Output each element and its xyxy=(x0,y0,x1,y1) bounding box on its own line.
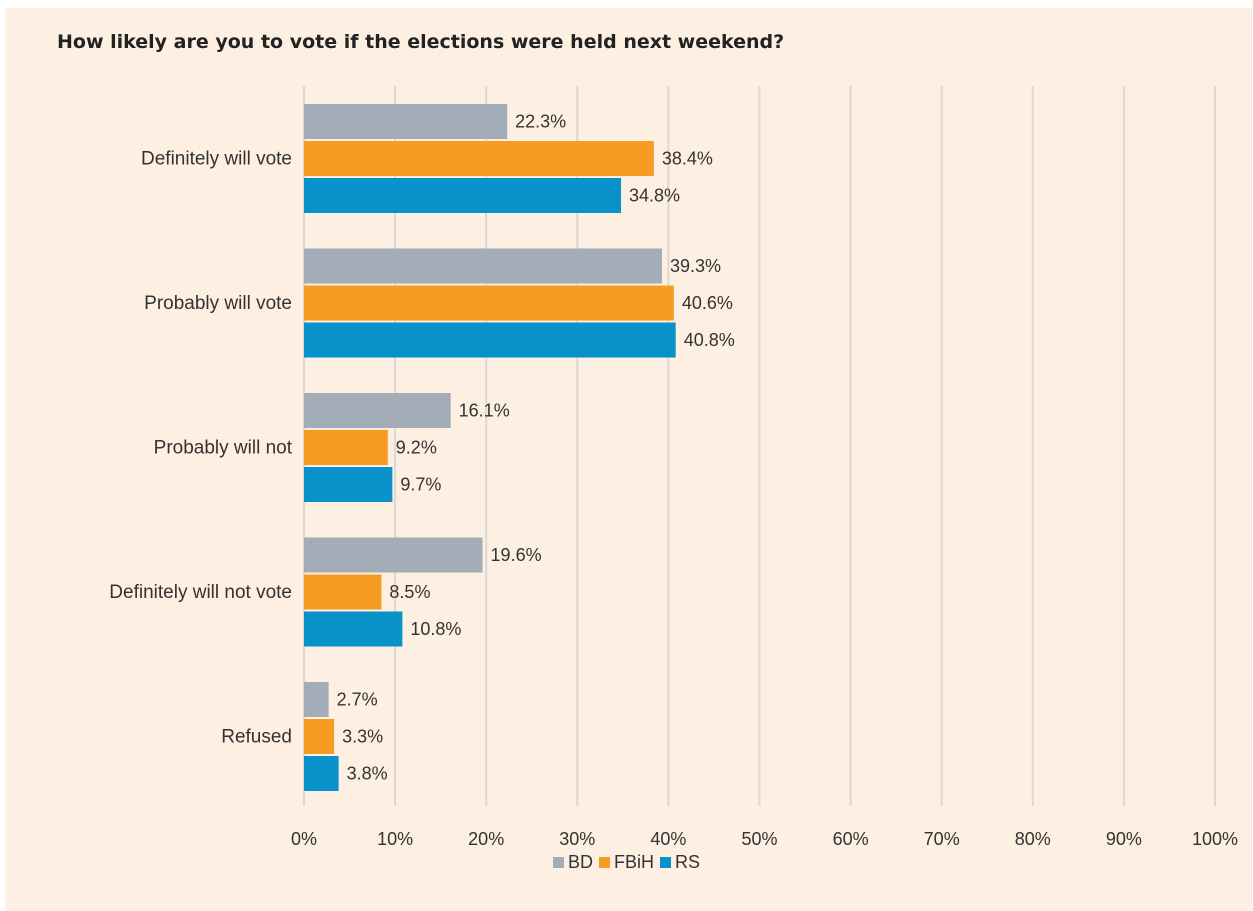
bar-bd xyxy=(304,537,483,573)
x-tick-label: 0% xyxy=(291,829,317,849)
data-label: 39.3% xyxy=(670,256,721,276)
legend: BD FBiH RS xyxy=(0,852,1253,873)
data-label: 40.8% xyxy=(684,330,735,350)
bar-bd xyxy=(304,248,663,284)
data-label: 40.6% xyxy=(682,293,733,313)
category-label: Definitely will vote xyxy=(141,149,292,170)
x-tick-label: 90% xyxy=(1106,829,1142,849)
legend-item-fbih: FBiH xyxy=(599,852,654,873)
category-label: Refused xyxy=(221,727,292,748)
legend-swatch xyxy=(552,857,564,868)
bar-rs xyxy=(304,467,393,502)
legend-swatch xyxy=(660,857,671,868)
legend-label: RS xyxy=(675,852,701,872)
data-label: 16.1% xyxy=(459,401,510,421)
legend-swatch xyxy=(599,857,610,868)
legend-item-rs: RS xyxy=(660,852,700,873)
bar-rs xyxy=(304,322,676,358)
bar-bd xyxy=(304,104,508,139)
data-label: 38.4% xyxy=(662,149,713,169)
data-label: 9.2% xyxy=(396,438,437,458)
data-label: 8.5% xyxy=(389,582,430,602)
x-tick-label: 10% xyxy=(377,829,413,849)
x-tick-label: 50% xyxy=(741,829,777,849)
data-label: 19.6% xyxy=(491,545,542,565)
data-label: 22.3% xyxy=(515,112,566,132)
bar-fbih xyxy=(304,430,388,465)
data-label: 3.3% xyxy=(342,727,383,747)
x-tick-label: 20% xyxy=(468,829,504,849)
data-label: 10.8% xyxy=(410,619,461,639)
bar-bd xyxy=(304,393,451,428)
bar-fbih xyxy=(304,285,674,321)
x-tick-label: 100% xyxy=(1192,829,1238,849)
bar-fbih xyxy=(304,719,335,754)
bar-rs xyxy=(304,756,339,791)
data-label: 9.7% xyxy=(400,475,441,495)
x-tick-label: 80% xyxy=(1015,829,1051,849)
category-label: Definitely will not vote xyxy=(109,582,292,603)
bar-fbih xyxy=(304,574,382,610)
bar-rs xyxy=(304,611,403,647)
x-tick-label: 70% xyxy=(924,829,960,849)
legend-label: FBiH xyxy=(614,852,654,872)
x-tick-label: 40% xyxy=(650,829,686,849)
category-label: Probably will not xyxy=(154,438,293,459)
legend-item-bd: BD xyxy=(552,852,593,873)
data-label: 2.7% xyxy=(337,690,378,710)
bar-fbih xyxy=(304,141,654,176)
data-label: 3.8% xyxy=(347,764,388,784)
chart-title: How likely are you to vote if the electi… xyxy=(57,31,785,53)
data-label: 34.8% xyxy=(629,186,680,206)
bar-rs xyxy=(304,178,622,213)
legend-label: BD xyxy=(567,852,593,872)
x-tick-label: 60% xyxy=(833,829,869,849)
category-label: Probably will vote xyxy=(144,293,292,314)
x-tick-label: 30% xyxy=(559,829,595,849)
bar-bd xyxy=(304,682,329,717)
